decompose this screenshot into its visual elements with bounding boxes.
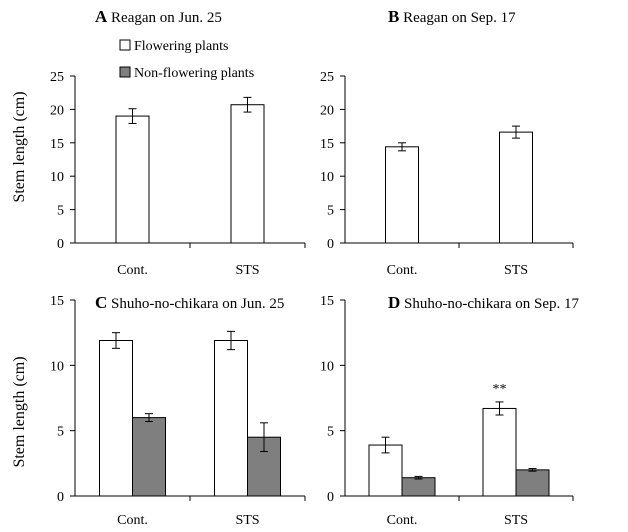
bar-flowering (214, 340, 248, 497)
panel-title-text: Reagan on Jun. 25 (107, 10, 222, 26)
panel-title-text: Shuho-no-chikara on Sep. 17 (400, 296, 579, 312)
panel-title: A Reagan on Jun. 25 (95, 7, 222, 26)
bar-non-flowering (515, 469, 550, 497)
x-tick-label: Cont. (117, 263, 148, 278)
y-tick-label: 20 (320, 103, 334, 118)
bar-flowering (368, 444, 403, 497)
y-tick-label: 10 (50, 170, 64, 185)
significance-marker: ** (493, 382, 507, 397)
y-tick-label: 25 (320, 70, 334, 85)
bar-flowering (99, 340, 133, 497)
chart-panel-c: C Shuho-no-chikara on Jun. 25 0 5 10 15 Cont.… (50, 293, 306, 528)
x-tick-label: STS (235, 263, 259, 278)
panel-title: C Shuho-no-chikara on Jun. 25 (95, 293, 284, 312)
y-axis-label-top: Stem length (cm) (11, 91, 28, 202)
panel-title: D Shuho-no-chikara on Sep. 17 (388, 293, 579, 312)
x-tick-label: Cont. (387, 513, 418, 528)
y-tick-label: 15 (320, 294, 334, 309)
y-tick-label: 0 (327, 490, 334, 505)
x-tick-label: STS (504, 263, 528, 278)
chart-panel-d: D Shuho-no-chikara on Sep. 17 0 5 10 15 Cont.… (320, 293, 579, 528)
x-tick-label: STS (504, 513, 528, 528)
y-axis-label-bottom: Stem length (cm) (11, 356, 28, 467)
chart-panel-b: B Reagan on Sep. 17 0 5 10 15 20 25 Cont. STS (320, 7, 574, 278)
y-tick-label: 25 (50, 70, 64, 85)
y-tick-label: 0 (57, 490, 64, 505)
bar-non-flowering (401, 477, 436, 497)
legend: Flowering plants Non-flowering plants (119, 39, 254, 81)
bar-flowering (115, 115, 150, 244)
chart-panel-a: A Reagan on Jun. 25 0 5 10 15 20 25 Cont. STS (50, 7, 306, 278)
panel-title-text: Reagan on Sep. 17 (399, 10, 516, 26)
bar-flowering (385, 146, 419, 244)
panel-letter: D (388, 293, 400, 312)
y-tick-label: 10 (320, 359, 334, 374)
legend-label-non-flowering: Non-flowering plants (134, 66, 254, 81)
y-tick-label: 15 (50, 137, 64, 152)
y-tick-label: 5 (327, 204, 334, 219)
y-tick-label: 5 (327, 425, 334, 440)
bar-flowering (230, 104, 265, 244)
x-tick-label: Cont. (387, 263, 418, 278)
y-tick-label: 20 (50, 103, 64, 118)
legend-label-flowering: Flowering plants (134, 39, 229, 54)
y-tick-label: 0 (327, 237, 334, 252)
y-tick-label: 0 (57, 237, 64, 252)
panel-letter: A (95, 7, 108, 26)
y-tick-label: 10 (320, 170, 334, 185)
bar-non-flowering (132, 417, 166, 497)
legend-swatch-flowering (119, 39, 131, 51)
panel-title-text: Shuho-no-chikara on Jun. 25 (107, 296, 284, 312)
y-tick-label: 5 (57, 425, 64, 440)
y-tick-label: 10 (50, 359, 64, 374)
bar-flowering (482, 407, 517, 497)
panel-title: B Reagan on Sep. 17 (388, 7, 516, 26)
bar-flowering (499, 131, 533, 244)
panel-letter: C (95, 293, 107, 312)
y-tick-label: 15 (320, 137, 334, 152)
x-tick-label: STS (235, 513, 259, 528)
y-tick-label: 15 (50, 294, 64, 309)
panel-letter: B (388, 7, 399, 26)
y-tick-label: 5 (57, 204, 64, 219)
x-tick-label: Cont. (117, 513, 148, 528)
legend-swatch-non-flowering (119, 66, 131, 78)
